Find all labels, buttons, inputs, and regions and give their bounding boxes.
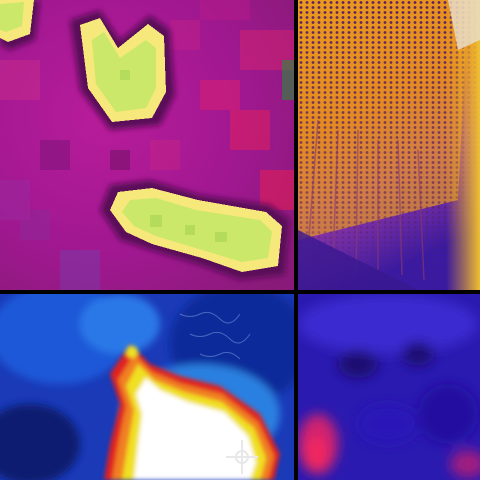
thermal-thumbnail-top-left[interactable] xyxy=(0,0,294,290)
thermal-thumbnail-bottom-left[interactable] xyxy=(0,294,294,480)
thermal-image-dark-blue xyxy=(298,294,480,480)
thermal-thumbnail-top-right[interactable] xyxy=(298,0,480,290)
thermal-thumbnail-bottom-right[interactable] xyxy=(298,294,480,480)
crosshair-icon xyxy=(226,440,258,474)
thermal-image-hotspot xyxy=(0,294,294,480)
thermal-image-orange-panel xyxy=(298,0,480,290)
thermal-image-magenta-pixelated xyxy=(0,0,294,290)
